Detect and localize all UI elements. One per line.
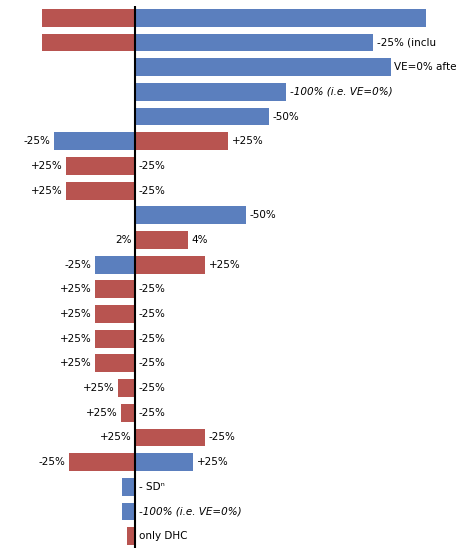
Text: -25%: -25%	[24, 136, 51, 146]
Bar	[118, 379, 136, 397]
Text: -25%: -25%	[139, 334, 166, 343]
Bar	[136, 453, 193, 471]
Bar	[95, 280, 136, 298]
Bar	[136, 231, 188, 249]
Text: +25%: +25%	[86, 408, 118, 418]
Text: -25%: -25%	[139, 186, 166, 196]
Bar	[136, 107, 269, 125]
Text: -25% (inclu: -25% (inclu	[377, 38, 436, 48]
Bar	[136, 207, 246, 224]
Text: +25%: +25%	[209, 260, 240, 270]
Bar	[95, 330, 136, 347]
Bar	[95, 280, 136, 298]
Bar	[136, 256, 205, 274]
Bar	[121, 404, 136, 422]
Bar	[95, 305, 136, 323]
Bar	[66, 157, 136, 175]
Bar	[136, 429, 205, 447]
Bar	[43, 9, 136, 27]
Text: +25%: +25%	[60, 309, 91, 319]
Text: +25%: +25%	[30, 161, 62, 171]
Bar	[95, 355, 136, 372]
Text: -25%: -25%	[139, 383, 166, 393]
Bar	[121, 404, 136, 422]
Text: -25%: -25%	[209, 433, 236, 443]
Text: +25%: +25%	[197, 457, 228, 467]
Bar	[95, 355, 136, 372]
Text: -25%: -25%	[139, 161, 166, 171]
Bar	[136, 429, 205, 447]
Text: 4%: 4%	[191, 235, 208, 245]
Bar	[66, 182, 136, 199]
Bar	[136, 132, 228, 150]
Bar	[122, 502, 136, 520]
Text: VE=0% afte: VE=0% afte	[394, 62, 457, 72]
Bar	[95, 256, 136, 274]
Text: +25%: +25%	[83, 383, 115, 393]
Bar	[54, 132, 136, 150]
Bar	[66, 157, 136, 175]
Bar	[95, 305, 136, 323]
Text: +25%: +25%	[60, 358, 91, 368]
Text: -25%: -25%	[38, 457, 65, 467]
Text: +25%: +25%	[100, 433, 132, 443]
Text: -100% (i.e. VE=0%): -100% (i.e. VE=0%)	[139, 506, 241, 516]
Text: +25%: +25%	[232, 136, 264, 146]
Text: -25%: -25%	[64, 260, 91, 270]
Bar	[118, 379, 136, 397]
Text: -25%: -25%	[139, 358, 166, 368]
Text: - SDⁿ: - SDⁿ	[139, 482, 164, 492]
Bar	[122, 478, 136, 496]
Text: only DHC: only DHC	[139, 531, 187, 541]
Bar	[136, 34, 374, 52]
Text: -25%: -25%	[139, 309, 166, 319]
Bar	[95, 330, 136, 347]
Bar	[66, 182, 136, 199]
Text: -100% (i.e. VE=0%): -100% (i.e. VE=0%)	[290, 87, 392, 97]
Bar	[136, 83, 286, 101]
Bar	[69, 453, 136, 471]
Text: -50%: -50%	[273, 111, 299, 121]
Text: +25%: +25%	[60, 334, 91, 343]
Bar	[43, 34, 136, 52]
Text: -50%: -50%	[249, 211, 276, 220]
Bar	[136, 9, 426, 27]
Text: +25%: +25%	[60, 284, 91, 294]
Bar	[127, 527, 136, 545]
Bar	[136, 58, 391, 76]
Text: +25%: +25%	[30, 186, 62, 196]
Text: 2%: 2%	[115, 235, 132, 245]
Text: -25%: -25%	[139, 408, 166, 418]
Text: -25%: -25%	[139, 284, 166, 294]
